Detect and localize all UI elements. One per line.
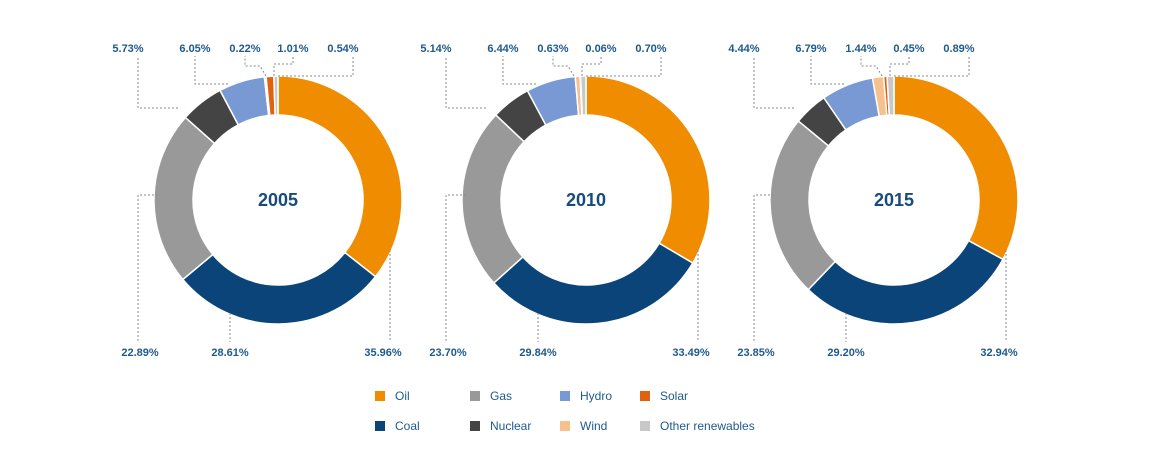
legend-label: Wind (580, 419, 608, 433)
data-label-wind: 1.44% (845, 43, 876, 55)
leader-line (278, 56, 354, 77)
chart-year-label: 2010 (566, 190, 606, 210)
chart-year-label: 2015 (874, 190, 914, 210)
leader-line (445, 194, 466, 342)
slice-coal-2010 (492, 242, 694, 325)
slice-other-renewables-2010 (579, 75, 587, 116)
slice-other-renewables-2005 (273, 75, 279, 116)
data-label-other-renewables: 0.89% (943, 43, 974, 55)
donut-charts: 2005 35.96% 28.61% 22.89% 5.73% 6.05% 0.22% 1.0… (112, 43, 1019, 359)
data-label-oil: 32.94% (980, 347, 1018, 359)
slice-gas-2015 (769, 119, 837, 291)
data-label-wind: 0.22% (229, 43, 260, 55)
legend-label: Other renewables (660, 419, 755, 433)
data-label-nuclear: 5.14% (420, 43, 451, 55)
legend-label: Solar (660, 389, 689, 403)
leader-line (273, 56, 294, 76)
legend-item-solar: Solar (640, 388, 688, 404)
data-label-oil: 33.49% (672, 347, 710, 359)
data-label-hydro: 6.79% (795, 43, 826, 55)
legend-swatch (560, 421, 570, 431)
legend-item-oil: Oil (375, 388, 410, 404)
legend-swatch (640, 391, 650, 401)
leader-line (244, 56, 267, 77)
leader-line (753, 194, 774, 342)
data-label-oil: 35.96% (364, 347, 402, 359)
legend-swatch (560, 391, 570, 401)
data-label-gas: 23.70% (429, 347, 467, 359)
leader-line (753, 56, 794, 109)
legend-swatch (470, 421, 480, 431)
slice-coal-2015 (807, 239, 1004, 325)
data-label-wind: 0.63% (537, 43, 568, 55)
leader-line (137, 56, 178, 109)
data-label-other-renewables: 0.54% (327, 43, 358, 55)
slice-gas-2010 (461, 113, 526, 285)
leader-line (810, 56, 844, 85)
data-label-coal: 29.84% (519, 347, 557, 359)
data-label-nuclear: 5.73% (112, 43, 143, 55)
leader-line (860, 56, 883, 77)
legend-label: Hydro (580, 389, 613, 403)
data-label-nuclear: 4.44% (728, 43, 759, 55)
legend-item-wind: Wind (560, 418, 607, 434)
slice-oil-2010 (585, 75, 711, 265)
data-label-solar: 0.06% (585, 43, 616, 55)
legend-item-hydro: Hydro (560, 388, 612, 404)
leader-line (586, 56, 662, 77)
legend-item-other-renewables: Other renewables (640, 418, 755, 434)
legend-swatch (375, 391, 385, 401)
leader-line (894, 56, 970, 77)
donut-chart-2005: 2005 35.96% 28.61% 22.89% 5.73% 6.05% 0.22% 1.0… (112, 43, 403, 359)
legend-label: Gas (490, 389, 513, 403)
legend: Oil Gas Hydro Solar Coal Nuclear Wind Other ren… (375, 388, 815, 438)
leader-line (502, 56, 536, 85)
donut-chart-2010: 2010 33.49% 29.84% 23.70% 5.14% 6.44% 0.63% 0.0… (420, 43, 711, 359)
leader-line (445, 56, 486, 109)
slice-oil-2005 (277, 75, 403, 278)
data-label-hydro: 6.05% (179, 43, 210, 55)
leader-line (889, 56, 910, 76)
legend-item-coal: Coal (375, 418, 420, 434)
data-label-hydro: 6.44% (487, 43, 518, 55)
legend-label: Oil (395, 389, 410, 403)
data-label-other-renewables: 0.70% (635, 43, 666, 55)
legend-swatch (470, 391, 480, 401)
legend-item-nuclear: Nuclear (470, 418, 531, 434)
legend-swatch (640, 421, 650, 431)
slice-oil-2015 (893, 75, 1019, 261)
leader-line (552, 56, 575, 77)
data-label-gas: 22.89% (121, 347, 159, 359)
donut-chart-2015: 2015 32.94% 29.20% 23.85% 4.44% 6.79% 1.44% 0.4… (728, 43, 1019, 359)
leader-line (137, 194, 158, 342)
data-label-coal: 28.61% (211, 347, 249, 359)
leader-line (194, 56, 228, 85)
chart-year-label: 2005 (258, 190, 298, 210)
data-label-solar: 1.01% (277, 43, 308, 55)
leader-line (581, 56, 602, 76)
legend-swatch (375, 421, 385, 431)
slice-gas-2005 (153, 116, 216, 281)
data-label-gas: 23.85% (737, 347, 775, 359)
legend-label: Coal (395, 419, 420, 433)
data-label-coal: 29.20% (827, 347, 865, 359)
slice-other-renewables-2015 (886, 75, 895, 116)
legend-item-gas: Gas (470, 388, 512, 404)
slice-coal-2005 (181, 251, 377, 325)
data-label-solar: 0.45% (893, 43, 924, 55)
legend-label: Nuclear (490, 419, 532, 433)
